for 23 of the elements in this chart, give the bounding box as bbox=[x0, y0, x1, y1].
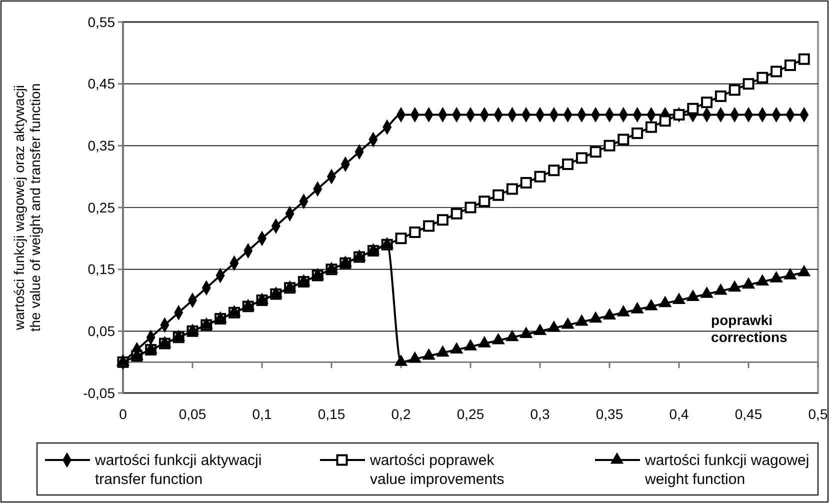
legend-label: wartości poprawek value improvements bbox=[369, 452, 504, 488]
annotation: poprawki corrections bbox=[711, 312, 788, 346]
x-tick-label: 0,5 bbox=[808, 406, 828, 422]
legend-label: wartości funkcji aktywacji transfer function bbox=[94, 452, 262, 488]
x-tick-label: 0,05 bbox=[178, 406, 206, 422]
x-tick-label: 0,3 bbox=[530, 406, 550, 422]
y-tick-label: 0,35 bbox=[88, 138, 116, 154]
x-tick-label: 0,25 bbox=[456, 406, 484, 422]
x-tick-label: 0,45 bbox=[734, 406, 762, 422]
y-tick-label: 0,45 bbox=[88, 76, 116, 92]
y-axis-title: wartości funkcji wagowej oraz aktywacji the value of weight and transfer function bbox=[11, 83, 43, 332]
y-tick-label: 0,15 bbox=[88, 261, 116, 278]
legend-label: wartości funkcji wagowej weight function bbox=[644, 452, 810, 488]
x-tick-label: 0,35 bbox=[596, 406, 624, 422]
y-tick-label: 0,25 bbox=[88, 199, 116, 216]
y-tick-label: 0,55 bbox=[88, 14, 116, 30]
x-tick-label: 0,1 bbox=[252, 406, 272, 422]
x-tick-label: 0,2 bbox=[391, 406, 411, 422]
y-tick-label: 0,05 bbox=[88, 323, 116, 340]
x-tick-label: 0,4 bbox=[669, 406, 689, 422]
y-tick-label: -0,05 bbox=[83, 384, 116, 401]
x-tick-label: 0 bbox=[119, 406, 128, 422]
x-tick-label: 0,15 bbox=[318, 406, 346, 422]
